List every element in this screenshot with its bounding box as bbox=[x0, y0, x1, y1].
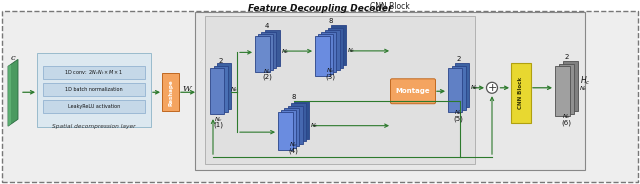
Text: 4: 4 bbox=[265, 23, 269, 29]
Bar bbox=[217, 63, 231, 109]
Text: $N_c$: $N_c$ bbox=[562, 112, 571, 121]
FancyBboxPatch shape bbox=[390, 79, 435, 104]
FancyBboxPatch shape bbox=[2, 10, 638, 182]
Bar bbox=[255, 36, 270, 72]
Text: 2: 2 bbox=[218, 58, 223, 64]
Text: $N_t$: $N_t$ bbox=[470, 83, 479, 92]
Text: 2: 2 bbox=[456, 56, 461, 62]
Polygon shape bbox=[8, 59, 18, 126]
Bar bbox=[210, 68, 224, 114]
Bar bbox=[331, 25, 346, 65]
Text: (5): (5) bbox=[454, 115, 463, 122]
Bar bbox=[291, 103, 306, 141]
Text: (4): (4) bbox=[289, 147, 298, 154]
Bar bbox=[328, 28, 343, 68]
FancyBboxPatch shape bbox=[511, 63, 531, 123]
Text: $N_c$: $N_c$ bbox=[263, 67, 272, 76]
Text: (1): (1) bbox=[214, 121, 224, 128]
Text: Spatial decompression layer: Spatial decompression layer bbox=[52, 124, 136, 129]
Text: $N_t$: $N_t$ bbox=[347, 46, 355, 55]
Bar bbox=[448, 68, 462, 112]
Text: CNN Block: CNN Block bbox=[370, 3, 410, 11]
Text: $N_t$: $N_t$ bbox=[579, 84, 588, 93]
Text: Reshape: Reshape bbox=[168, 79, 173, 106]
FancyBboxPatch shape bbox=[43, 83, 145, 95]
Text: $N_t$: $N_t$ bbox=[310, 121, 319, 130]
Bar bbox=[455, 63, 469, 107]
Text: $N_c$: $N_c$ bbox=[289, 140, 298, 149]
Bar bbox=[563, 61, 578, 111]
Text: CNN Block: CNN Block bbox=[518, 77, 524, 109]
Text: $N_c$: $N_c$ bbox=[454, 108, 463, 117]
Text: Feature Decoupling Decoder: Feature Decoupling Decoder bbox=[248, 3, 392, 13]
FancyBboxPatch shape bbox=[205, 17, 475, 164]
Text: 1D conv:  $2N_cN_t \times M \times 1$: 1D conv: $2N_cN_t \times M \times 1$ bbox=[64, 68, 124, 77]
Text: W: W bbox=[182, 85, 191, 93]
Bar bbox=[278, 112, 293, 150]
Bar bbox=[261, 32, 276, 68]
Bar bbox=[214, 66, 227, 112]
Text: +: + bbox=[487, 83, 497, 93]
Bar bbox=[294, 101, 309, 139]
Text: $N_c$: $N_c$ bbox=[326, 66, 335, 75]
Bar bbox=[284, 108, 300, 146]
Text: Montage: Montage bbox=[396, 88, 430, 94]
FancyBboxPatch shape bbox=[43, 66, 145, 79]
Text: 8: 8 bbox=[328, 18, 333, 24]
Text: $N_c$: $N_c$ bbox=[214, 115, 223, 124]
Bar bbox=[287, 106, 303, 144]
Bar bbox=[318, 34, 333, 74]
Bar bbox=[324, 30, 340, 70]
Bar bbox=[451, 66, 465, 110]
Text: (2): (2) bbox=[262, 74, 272, 80]
Text: 2: 2 bbox=[564, 54, 569, 60]
FancyBboxPatch shape bbox=[43, 100, 145, 112]
Text: LeakyReLU activation: LeakyReLU activation bbox=[68, 104, 120, 109]
Text: $N_t$: $N_t$ bbox=[230, 86, 238, 94]
Bar bbox=[264, 30, 280, 66]
FancyBboxPatch shape bbox=[162, 73, 179, 111]
FancyBboxPatch shape bbox=[195, 13, 585, 170]
Text: c: c bbox=[11, 54, 15, 62]
Text: $H_c$: $H_c$ bbox=[580, 75, 591, 87]
Text: 8: 8 bbox=[291, 94, 296, 100]
Bar bbox=[281, 110, 296, 148]
Text: 1D batch normalization: 1D batch normalization bbox=[65, 87, 123, 92]
Bar bbox=[559, 64, 574, 114]
Bar bbox=[321, 32, 337, 72]
Bar bbox=[258, 34, 273, 70]
Bar bbox=[315, 36, 330, 76]
FancyBboxPatch shape bbox=[37, 53, 151, 127]
Polygon shape bbox=[8, 64, 11, 126]
Text: (6): (6) bbox=[561, 119, 572, 126]
Bar bbox=[555, 66, 570, 116]
Text: (3): (3) bbox=[326, 73, 335, 80]
Circle shape bbox=[486, 82, 497, 93]
Text: $N_t$: $N_t$ bbox=[280, 47, 289, 56]
